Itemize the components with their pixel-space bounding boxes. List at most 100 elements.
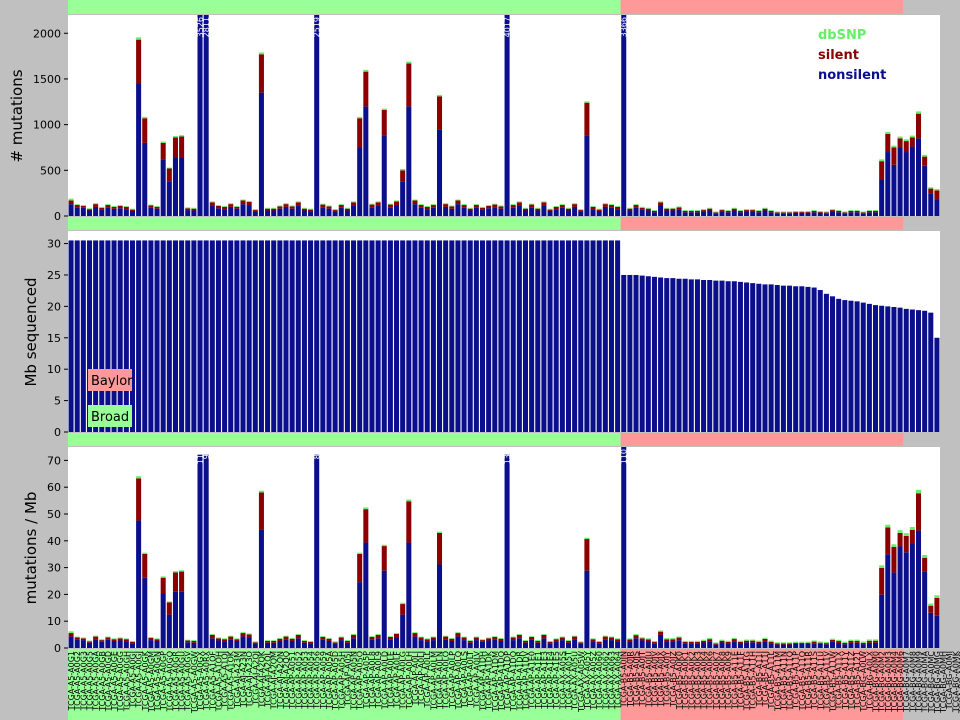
rate-bar-nonsilent-70: [498, 640, 504, 648]
bar-dbSNP-39: [308, 208, 314, 210]
bar-mb-137: [909, 309, 915, 432]
rate-bar-nonsilent-83: [578, 643, 584, 648]
rate-bar-dbSNP-120: [805, 641, 811, 643]
x-label-92: TCGA-B5-A0JS: [632, 651, 641, 707]
rate-bar-nonsilent-4: [93, 639, 99, 648]
bar-silent-129: [860, 212, 866, 214]
bar-nonsilent-127: [848, 212, 854, 216]
rate-bar-nonsilent-52: [387, 639, 393, 648]
x-label-21: TCGA-A5-A0GX: [196, 650, 205, 711]
rate-bar-dbSNP-69: [492, 636, 498, 638]
bar-mb-132: [879, 305, 885, 432]
mutations-tick-label-3: 1500: [33, 73, 61, 86]
bar-dbSNP-88: [608, 204, 614, 206]
rate-bar-dbSNP-136: [903, 533, 909, 536]
bar-nonsilent-26: [228, 206, 234, 216]
rate-bar-nonsilent-124: [830, 641, 836, 648]
bar-silent-33: [271, 208, 277, 211]
rate-bar-silent-115: [774, 643, 780, 645]
bar-silent-31: [258, 54, 264, 93]
rate-bar-silent-136: [903, 535, 909, 553]
rate-bar-nonsilent-95: [651, 643, 657, 648]
x-label-91: TCGA-B5-A0JR: [626, 651, 635, 708]
x-label-49: TCGA-AP-A0L8: [368, 651, 377, 709]
rate-bar-silent-20: [191, 640, 197, 643]
mutations-tick-label-2: 1000: [33, 119, 61, 132]
bar-silent-51: [381, 110, 387, 136]
x-label-59: TCGA-AP-A0LM: [429, 651, 438, 711]
bar-mb-65: [467, 240, 473, 432]
rate-bar-silent-43: [332, 642, 338, 644]
bar-nonsilent-78: [547, 210, 553, 216]
x-label-73: TCGA-AP-A1DR: [515, 651, 524, 712]
rate-bar-silent-11: [136, 478, 142, 521]
bar-nonsilent-131: [873, 212, 879, 216]
bar-nonsilent-135: [897, 147, 903, 216]
bar-nonsilent-66: [473, 207, 479, 216]
x-label-128: TCGA-B5-A121: [853, 651, 862, 710]
rate-bar-silent-82: [572, 636, 578, 640]
rate-bar-silent-124: [830, 639, 836, 642]
x-label-111: TCGA-B5-A11H: [749, 651, 758, 711]
rate-bar-dbSNP-63: [455, 632, 461, 634]
bar-nonsilent-119: [799, 212, 805, 216]
bar-mb-99: [676, 278, 682, 432]
rate-bar-nonsilent-18: [179, 591, 185, 648]
rate-tick-label-0: 0: [54, 642, 61, 655]
rate-bar-nonsilent-108: [731, 641, 737, 648]
rate-bar-nonsilent-116: [780, 644, 786, 648]
rate-bar-dbSNP-119: [799, 641, 805, 643]
rate-bar-nonsilent-31: [258, 529, 264, 648]
x-label-139: TCGA-BG-A0MA: [921, 650, 930, 713]
x-label-85: TCGA-AX-A05Z: [589, 650, 598, 710]
rate-bar-nonsilent-137: [909, 543, 915, 648]
bar-dbSNP-6: [105, 204, 111, 206]
bar-mb-109: [737, 281, 743, 432]
x-label-31: TCGA-AJ-A2QK: [257, 650, 266, 708]
group-bar-top-2: [68, 217, 904, 230]
rate-bar-dbSNP-89: [615, 638, 621, 640]
bar-silent-138: [915, 113, 922, 139]
bar-silent-0: [68, 200, 74, 205]
bar-silent-34: [277, 206, 283, 209]
x-label-6: TCGA-A5-A0GD: [104, 651, 113, 712]
bar-nonsilent-130: [866, 212, 872, 216]
bar-silent-6: [105, 205, 111, 208]
rate-bar-dbSNP-98: [670, 638, 676, 640]
x-label-136: TCGA-BG-A0M7: [902, 651, 911, 713]
rate-bar-silent-12: [142, 553, 148, 578]
rate-bar-nonsilent-17: [172, 591, 178, 648]
bar-mb-43: [332, 240, 338, 432]
bar-dbSNP-105: [713, 211, 719, 213]
bar-dbSNP-7: [111, 205, 117, 207]
bar-mb-58: [424, 240, 430, 432]
bar-silent-89: [615, 206, 621, 210]
x-label-135: TCGA-BG-A0M6: [896, 651, 905, 713]
bar-mb-122: [817, 290, 823, 432]
rate-bar-dbSNP-25: [222, 638, 228, 640]
rate-bar-silent-79: [553, 639, 559, 642]
bar-silent-64: [461, 205, 467, 208]
x-label-68: TCGA-AP-A1DK: [485, 650, 494, 711]
bar-dbSNP-140: [928, 187, 934, 189]
bar-silent-118: [793, 211, 799, 213]
bar-dbSNP-95: [651, 210, 657, 211]
bar-silent-36: [289, 206, 295, 209]
rate-bar-dbSNP-84: [584, 537, 590, 540]
rate-bar-dbSNP-30: [252, 641, 258, 643]
rate-bar-nonsilent-49: [369, 639, 375, 648]
rate-bar-dbSNP-114: [768, 640, 774, 642]
rate-bar-nonsilent-24: [215, 640, 221, 648]
bar-dbSNP-33: [271, 207, 277, 209]
bar-nonsilent-16: [166, 181, 172, 216]
rate-bar-dbSNP-20: [191, 640, 197, 641]
bar-nonsilent-128: [854, 212, 860, 216]
rate-bar-nonsilent-8: [117, 640, 123, 648]
x-label-143: TCGA-BG-A0MI: [945, 651, 954, 710]
rate-bar-nonsilent-81: [565, 642, 571, 648]
bar-nonsilent-84: [584, 135, 590, 216]
group-segment-baylor: [620, 0, 904, 14]
bar-dbSNP-43: [332, 209, 338, 211]
rate-bar-nonsilent-91: [627, 641, 633, 648]
rate-bar-dbSNP-13: [148, 637, 154, 638]
